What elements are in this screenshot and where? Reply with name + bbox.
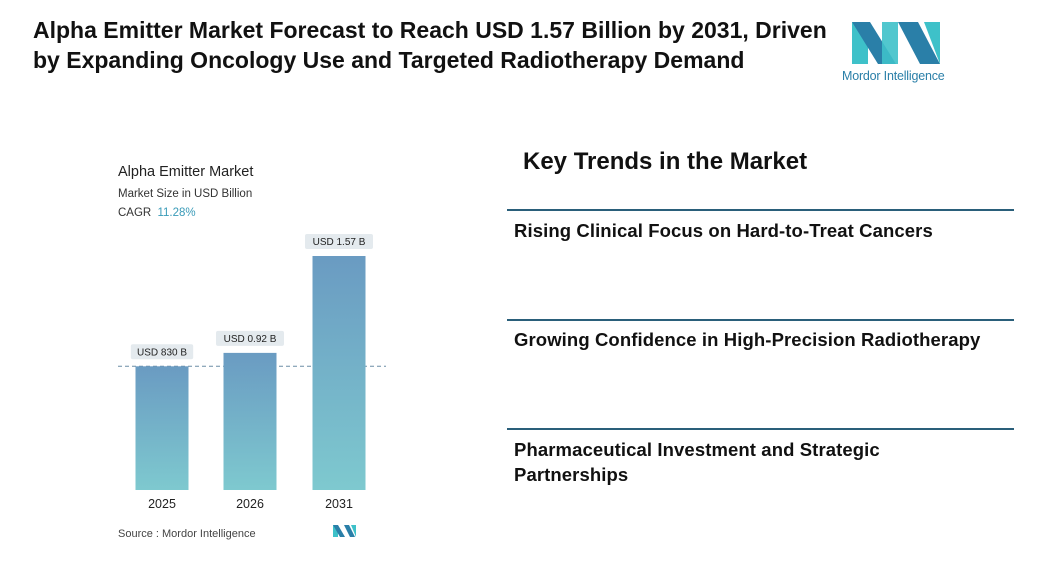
data-label: USD 1.57 B bbox=[313, 237, 366, 248]
data-label: USD 0.92 B bbox=[224, 334, 277, 345]
bar-2031 bbox=[312, 256, 366, 490]
chart-cagr: CAGR 11.28% bbox=[118, 207, 196, 219]
x-tick-label: 2025 bbox=[148, 497, 176, 511]
source-logo-icon bbox=[333, 525, 356, 537]
trend-item: Rising Clinical Focus on Hard-to-Treat C… bbox=[514, 220, 933, 241]
data-label-bg bbox=[216, 330, 284, 346]
data-label-bg bbox=[130, 344, 194, 360]
brand-name: Mordor Intelligence bbox=[842, 69, 945, 83]
trend-item: Pharmaceutical Investment and Strategic … bbox=[514, 439, 880, 485]
cagr-value: 11.28% bbox=[157, 207, 196, 219]
chart-source: Source : Mordor Intelligence bbox=[118, 528, 256, 540]
x-tick-label: 2031 bbox=[325, 497, 353, 511]
chart-canvas: USD 830 B 2025 USD 0.92 B 2026 USD 1.57 B 203… bbox=[118, 234, 386, 537]
trends-title: Key Trends in the Market bbox=[523, 148, 808, 175]
data-label-bg bbox=[305, 234, 373, 249]
mordor-logo-icon bbox=[852, 22, 940, 64]
trend-divider bbox=[507, 428, 1014, 430]
bar-2025 bbox=[135, 366, 189, 490]
cagr-label: CAGR bbox=[118, 207, 152, 219]
headline: Alpha Emitter Market Forecast to Reach U… bbox=[33, 17, 827, 73]
chart-title: Alpha Emitter Market bbox=[118, 164, 254, 180]
trend-item: Growing Confidence in High-Precision Rad… bbox=[514, 329, 981, 350]
trend-divider bbox=[507, 209, 1014, 211]
trend-divider bbox=[507, 319, 1014, 321]
bar-2026 bbox=[223, 352, 277, 490]
x-tick-label: 2026 bbox=[236, 497, 264, 511]
chart-subtitle: Market Size in USD Billion bbox=[118, 188, 253, 200]
data-label: USD 830 B bbox=[137, 347, 187, 358]
bar-chart: USD 830 B 2025 USD 0.92 B 2026 USD 1.57 B 203… bbox=[100, 150, 410, 550]
